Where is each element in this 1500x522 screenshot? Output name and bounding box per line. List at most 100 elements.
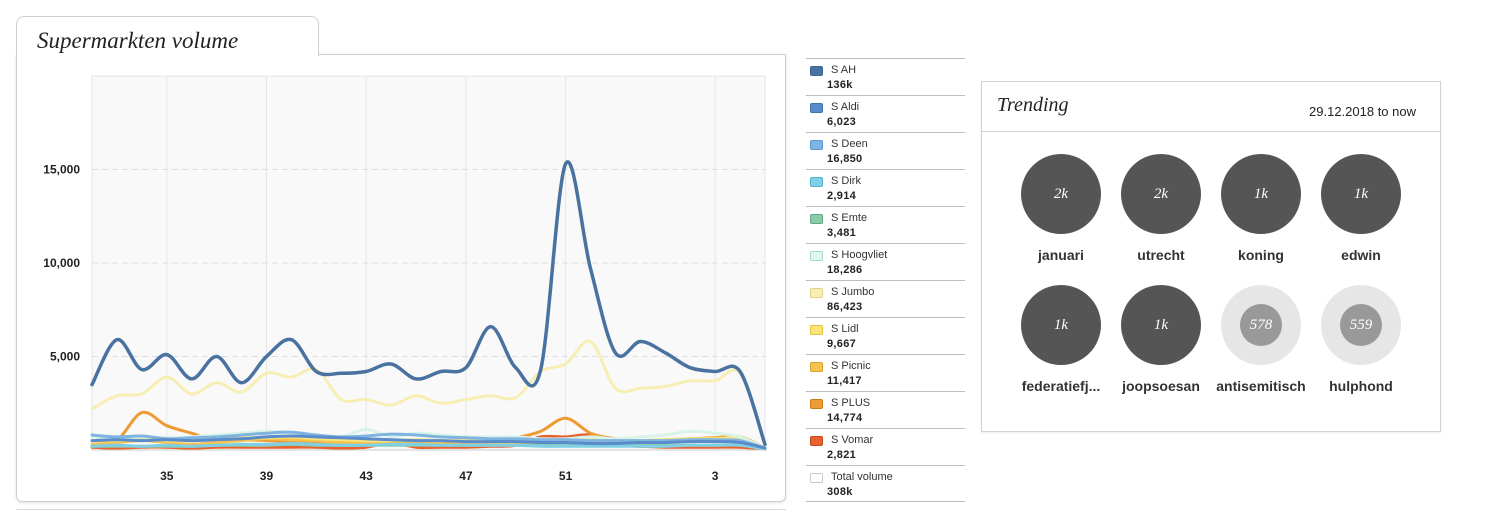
legend-value: 18,286 xyxy=(827,264,863,276)
trending-label: koning xyxy=(1238,247,1284,263)
trending-title: Trending xyxy=(997,94,1069,116)
trending-count: 2k xyxy=(1153,186,1169,202)
x-tick-label: 3 xyxy=(712,469,719,483)
legend-value: 9,667 xyxy=(827,338,857,350)
trending-bubble[interactable]: 1k xyxy=(1221,154,1301,234)
trending-item-januari[interactable]: 2k januari xyxy=(1011,154,1111,263)
legend-name: S Lidl xyxy=(831,323,859,335)
trending-item-antisemitisch[interactable]: 578 antisemitisch xyxy=(1211,285,1311,394)
series-line-s-aldi xyxy=(90,434,767,450)
legend-item-s-aldi[interactable]: S Aldi 6,023 xyxy=(806,95,965,132)
legend-name: S AH xyxy=(831,64,857,76)
trending-count: 1k xyxy=(1053,317,1069,333)
trending-bubble[interactable]: 1k xyxy=(1121,285,1201,365)
legend-swatch xyxy=(810,177,823,187)
legend-name: S Jumbo xyxy=(831,286,875,298)
legend-name: S Vomar xyxy=(831,434,874,446)
legend-name: S Aldi xyxy=(831,101,860,113)
y-tick-label: 10,000 xyxy=(43,256,80,270)
x-tick-label: 51 xyxy=(559,469,573,483)
legend-swatch xyxy=(810,436,823,446)
legend-value: 308k xyxy=(827,486,853,498)
legend-item-total-volume[interactable]: Total volume 308k xyxy=(806,465,965,502)
legend-item-s-emte[interactable]: S Emte 3,481 xyxy=(806,206,965,243)
legend-value: 2,821 xyxy=(827,449,857,461)
legend-item-s-jumbo[interactable]: S Jumbo 86,423 xyxy=(806,280,965,317)
series-line-s-jumbo xyxy=(90,339,767,446)
trending-bubble[interactable]: 2k xyxy=(1021,154,1101,234)
trending-item-joopsoesan[interactable]: 1k joopsoesan xyxy=(1111,285,1211,394)
x-tick-label: 43 xyxy=(360,469,374,483)
legend-value: 2,914 xyxy=(827,190,857,202)
legend-item-s-picnic[interactable]: S Picnic 11,417 xyxy=(806,354,965,391)
legend-item-s-vomar[interactable]: S Vomar 2,821 xyxy=(806,428,965,465)
trending-count: 559 xyxy=(1349,317,1373,333)
series-line-s-dirk xyxy=(90,442,767,451)
series-line-s-ah xyxy=(90,160,767,447)
series-line-s-deen xyxy=(90,430,767,450)
volume-tab: Supermarkten volume xyxy=(16,16,319,56)
trending-header: Trending 29.12.2018 to now xyxy=(982,82,1440,132)
trending-item-edwin[interactable]: 1k edwin xyxy=(1311,154,1411,263)
legend-name: S Deen xyxy=(831,138,868,150)
legend-value: 11,417 xyxy=(827,375,862,387)
trending-label: januari xyxy=(1038,247,1084,263)
legend-item-s-lidl[interactable]: S Lidl 9,667 xyxy=(806,317,965,354)
legend-swatch xyxy=(810,140,823,150)
legend-name: S Dirk xyxy=(831,175,861,187)
legend-value: 3,481 xyxy=(827,227,857,239)
trending-item-utrecht[interactable]: 2k utrecht xyxy=(1111,154,1211,263)
trending-bubble[interactable]: 578 xyxy=(1221,285,1301,365)
legend-item-s-deen[interactable]: S Deen 16,850 xyxy=(806,132,965,169)
legend-swatch xyxy=(810,473,823,483)
trending-label: antisemitisch xyxy=(1216,378,1306,394)
trending-bubble[interactable]: 1k xyxy=(1021,285,1101,365)
volume-title: Supermarkten volume xyxy=(37,28,239,53)
legend-value: 86,423 xyxy=(827,301,863,313)
trending-label: joopsoesan xyxy=(1122,378,1200,394)
legend-name: S PLUS xyxy=(831,397,871,409)
legend-swatch xyxy=(810,251,823,261)
y-tick-label: 15,000 xyxy=(43,163,80,177)
x-tick-label: 47 xyxy=(459,469,473,483)
trending-count: 2k xyxy=(1053,186,1069,202)
trending-bubble[interactable]: 559 xyxy=(1321,285,1401,365)
legend-name: S Hoogvliet xyxy=(831,249,888,261)
x-tick-label: 35 xyxy=(160,469,174,483)
legend-swatch xyxy=(810,399,823,409)
legend-name: S Picnic xyxy=(831,360,871,372)
volume-panel-divider xyxy=(16,509,786,510)
trending-panel: Trending 29.12.2018 to now 2k januari 2k ut… xyxy=(981,81,1441,432)
legend-swatch xyxy=(810,66,823,76)
y-tick-label: 5,000 xyxy=(50,350,80,364)
volume-line-chart: 35 39 43 47 51 3 5,000 10,000 15,000 xyxy=(43,75,767,483)
legend-item-s-ah[interactable]: S AH 136k xyxy=(806,58,965,95)
trending-count: 578 xyxy=(1249,317,1273,333)
trending-count: 1k xyxy=(1153,317,1169,333)
trending-bubble-inner xyxy=(1340,304,1382,346)
legend-swatch xyxy=(810,362,823,372)
trending-bubble-inner xyxy=(1240,304,1282,346)
trending-label: edwin xyxy=(1341,247,1381,263)
legend-item-s-hoogvliet[interactable]: S Hoogvliet 18,286 xyxy=(806,243,965,280)
legend-value: 136k xyxy=(827,79,853,91)
legend-item-s-plus[interactable]: S PLUS 14,774 xyxy=(806,391,965,428)
trending-label: federatiefj... xyxy=(1021,378,1101,394)
legend-swatch xyxy=(810,214,823,224)
legend-swatch xyxy=(810,288,823,298)
trending-count: 1k xyxy=(1253,186,1269,202)
legend-name: Total volume xyxy=(831,471,893,483)
trending-bubble[interactable]: 1k xyxy=(1321,154,1401,234)
trending-date-range: 29.12.2018 to now xyxy=(1309,104,1416,119)
legend-item-s-dirk[interactable]: S Dirk 2,914 xyxy=(806,169,965,206)
legend-swatch xyxy=(810,103,823,113)
trending-bubble[interactable]: 2k xyxy=(1121,154,1201,234)
x-tick-label: 39 xyxy=(260,469,274,483)
legend-name: S Emte xyxy=(831,212,868,224)
trending-item-federatiefj[interactable]: 1k federatiefj... xyxy=(1011,285,1111,394)
trending-item-hulphond[interactable]: 559 hulphond xyxy=(1311,285,1411,394)
legend-swatch xyxy=(810,325,823,335)
trending-count: 1k xyxy=(1353,186,1369,202)
legend-value: 6,023 xyxy=(827,116,857,128)
trending-item-koning[interactable]: 1k koning xyxy=(1211,154,1311,263)
